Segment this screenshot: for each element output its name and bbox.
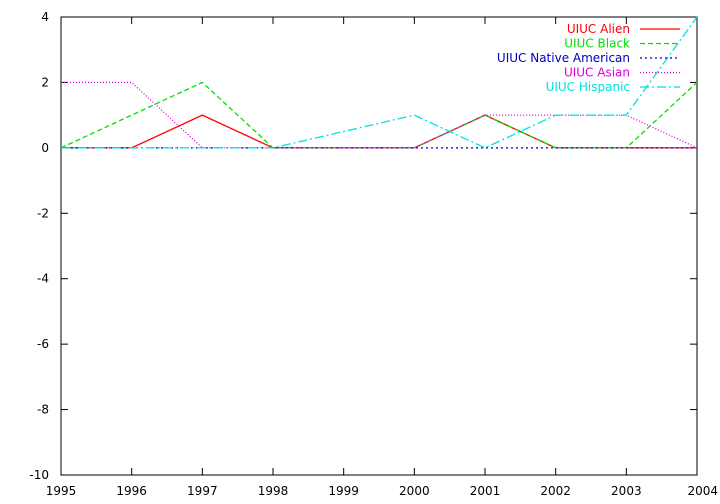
series-line-uiuc-alien (61, 114, 697, 149)
x-tick-label: 1997 (187, 484, 218, 498)
y-tick-label: -10 (29, 468, 49, 482)
x-tick-label: 1998 (258, 484, 289, 498)
legend-label: UIUC Native American (497, 51, 630, 65)
y-tick-label: -2 (37, 206, 49, 220)
axis-ticks: 4 2 0 -2 -4 -6 -8 -10 1995 1996 1997 1998 1999 2000 20… (29, 10, 718, 498)
x-tick-label: 2004 (687, 484, 718, 498)
x-tick-label: 2000 (399, 484, 430, 498)
y-tick-label: 4 (41, 10, 49, 24)
x-tick-label: 2001 (470, 484, 501, 498)
y-tick-label: 2 (41, 75, 49, 89)
y-tick-label: -4 (37, 272, 49, 286)
legend-label: UIUC Black (564, 37, 630, 51)
series-lines (60, 16, 698, 149)
x-tick-label: 2003 (611, 484, 642, 498)
x-tick-label: 1999 (328, 484, 359, 498)
series-line-uiuc-hispanic (61, 16, 698, 149)
x-tick-label: 2002 (540, 484, 571, 498)
legend-label: UIUC Hispanic (546, 80, 630, 94)
y-tick-label: 0 (41, 141, 49, 155)
legend-label: UIUC Asian (564, 66, 630, 80)
x-tick-label: 1996 (116, 484, 147, 498)
plot-frame (60, 16, 698, 476)
x-tick-label: 1995 (46, 484, 77, 498)
y-tick-label: -8 (37, 403, 49, 417)
legend-label: UIUC Alien (567, 22, 630, 36)
y-tick-label: -6 (37, 337, 49, 351)
